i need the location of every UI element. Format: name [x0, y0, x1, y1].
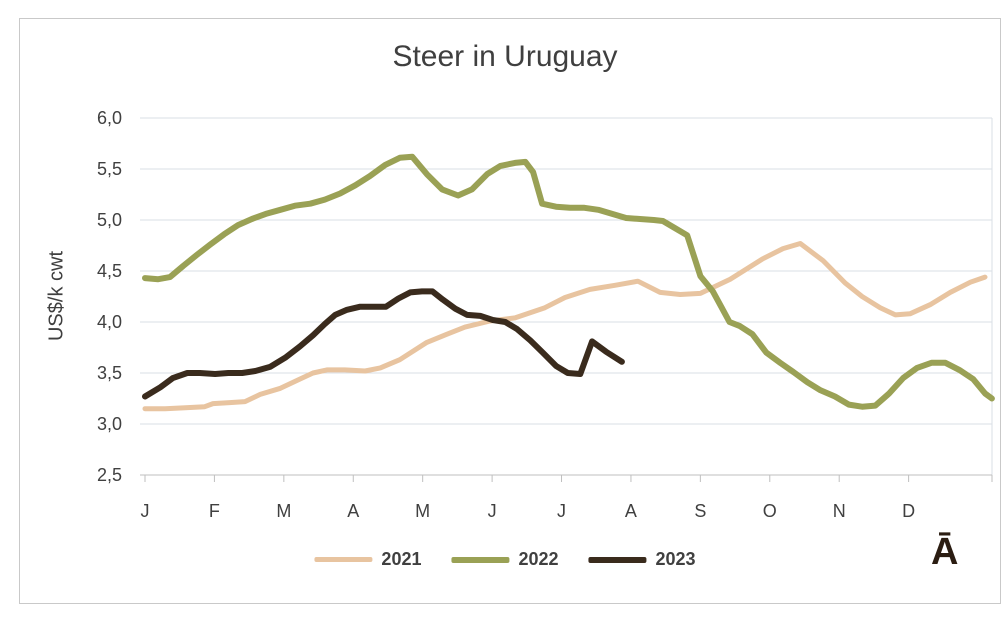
x-tick-label: O	[763, 501, 777, 521]
y-axis-title: US$/k cwt	[45, 250, 68, 342]
legend-label-2022: 2022	[518, 549, 559, 569]
y-tick-label: 4,5	[97, 261, 122, 281]
x-tick-label: D	[902, 501, 915, 521]
legend-label-2021: 2021	[381, 549, 422, 569]
y-tick-label: 5,0	[97, 210, 122, 230]
x-tick-label: F	[209, 501, 220, 521]
legend-label-2023: 2023	[655, 549, 696, 569]
x-tick-label: N	[833, 501, 846, 521]
x-tick-label: A	[347, 501, 359, 521]
legend-entry-2022: 2022	[451, 549, 559, 570]
y-tick-label: 2,5	[97, 465, 122, 485]
legend: 2021 2022 2023	[314, 549, 696, 570]
y-tick-label: 3,5	[97, 363, 122, 383]
figure-border	[19, 18, 1001, 604]
series-line-2022	[142, 153, 995, 410]
y-tick-label: 6,0	[97, 108, 122, 128]
series-line-2021	[142, 241, 988, 412]
legend-entry-2021: 2021	[314, 549, 421, 570]
x-tick-label: M	[276, 501, 291, 521]
x-tick-label: S	[694, 501, 706, 521]
x-tick-label: J	[141, 501, 150, 521]
y-tick-label: 3,0	[97, 414, 122, 434]
x-tick-label: J	[488, 501, 497, 521]
x-tick-label: A	[625, 501, 637, 521]
legend-entry-2023: 2023	[588, 549, 696, 570]
corner-mark: Ā	[931, 531, 959, 573]
series-line-2023	[142, 288, 625, 400]
x-tick-label: J	[557, 501, 566, 521]
legend-swatch-2023	[588, 556, 647, 563]
legend-swatch-2021	[314, 557, 373, 562]
y-tick-label: 5,5	[97, 159, 122, 179]
x-tick-label: M	[415, 501, 430, 521]
y-tick-label: 4,0	[97, 312, 122, 332]
chart-title: Steer in Uruguay	[392, 40, 618, 73]
legend-swatch-2022	[451, 556, 510, 563]
